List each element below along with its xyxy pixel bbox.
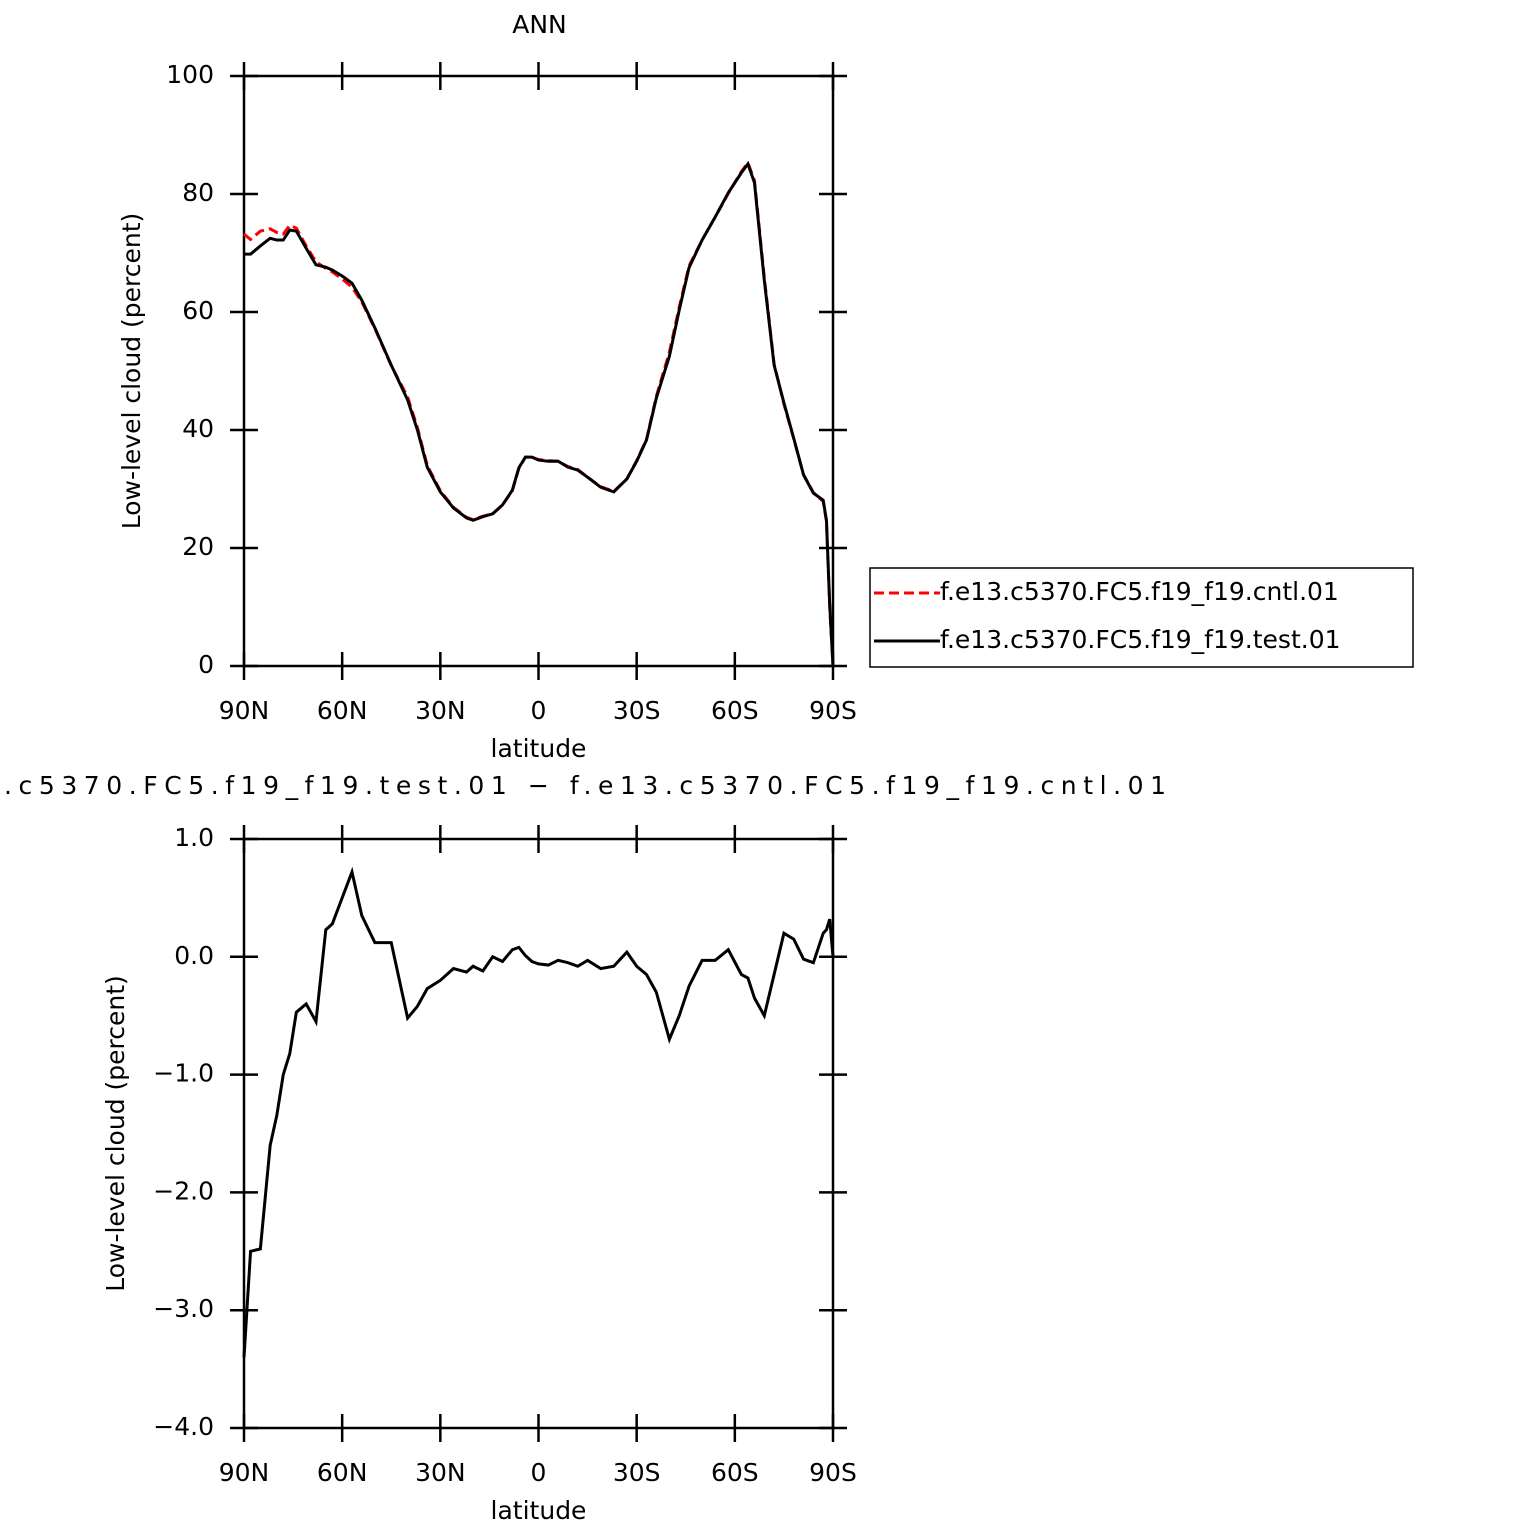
x-tick-label: 30N	[415, 1458, 466, 1487]
chart-title: .c5370.FC5.f19_f19.test.01 − f.e13.c5370…	[4, 771, 1166, 800]
plot-frame	[242, 74, 835, 668]
x-tick-label: 60S	[711, 1458, 759, 1487]
chart-title: ANN	[512, 10, 567, 39]
x-tick-label: 30N	[415, 696, 466, 725]
x-tick-label: 90N	[219, 1458, 270, 1487]
data-line	[242, 866, 835, 1358]
x-tick-label: 90S	[809, 1458, 857, 1487]
y-tick-label: 80	[182, 178, 214, 207]
y-tick-label: −3.0	[153, 1294, 214, 1323]
x-tick-label: 60N	[317, 1458, 368, 1487]
x-tick-label: 60S	[711, 696, 759, 725]
y-tick-label: −2.0	[153, 1176, 214, 1205]
y-tick-label: −1.0	[153, 1059, 214, 1088]
y-tick-label: 1.0	[174, 823, 214, 852]
plot-frame	[242, 837, 835, 1430]
legend-box	[869, 567, 1414, 668]
x-axis-label: latitude	[491, 734, 587, 763]
y-tick-label: 40	[182, 414, 214, 443]
y-axis-label: Low-level cloud (percent)	[101, 975, 130, 1292]
y-tick-label: 60	[182, 296, 214, 325]
y-tick-label: 20	[182, 532, 214, 561]
y-tick-label: 0	[198, 650, 214, 679]
x-tick-label: 30S	[613, 1458, 661, 1487]
y-axis-label: Low-level cloud (percent)	[117, 213, 146, 530]
x-tick-label: 0	[531, 1458, 547, 1487]
data-line	[244, 160, 835, 667]
x-axis-label: latitude	[491, 1496, 587, 1525]
x-tick-label: 0	[531, 696, 547, 725]
y-tick-label: −4.0	[153, 1412, 214, 1441]
x-tick-label: 90S	[809, 696, 857, 725]
x-tick-label: 90N	[219, 696, 270, 725]
y-tick-label: 0.0	[174, 941, 214, 970]
legend-label: f.e13.c5370.FC5.f19_f19.test.01	[940, 625, 1341, 654]
data-line	[243, 159, 835, 667]
x-tick-label: 60N	[317, 696, 368, 725]
legend-label: f.e13.c5370.FC5.f19_f19.cntl.01	[940, 577, 1339, 606]
y-tick-label: 100	[166, 60, 214, 89]
x-tick-label: 30S	[613, 696, 661, 725]
